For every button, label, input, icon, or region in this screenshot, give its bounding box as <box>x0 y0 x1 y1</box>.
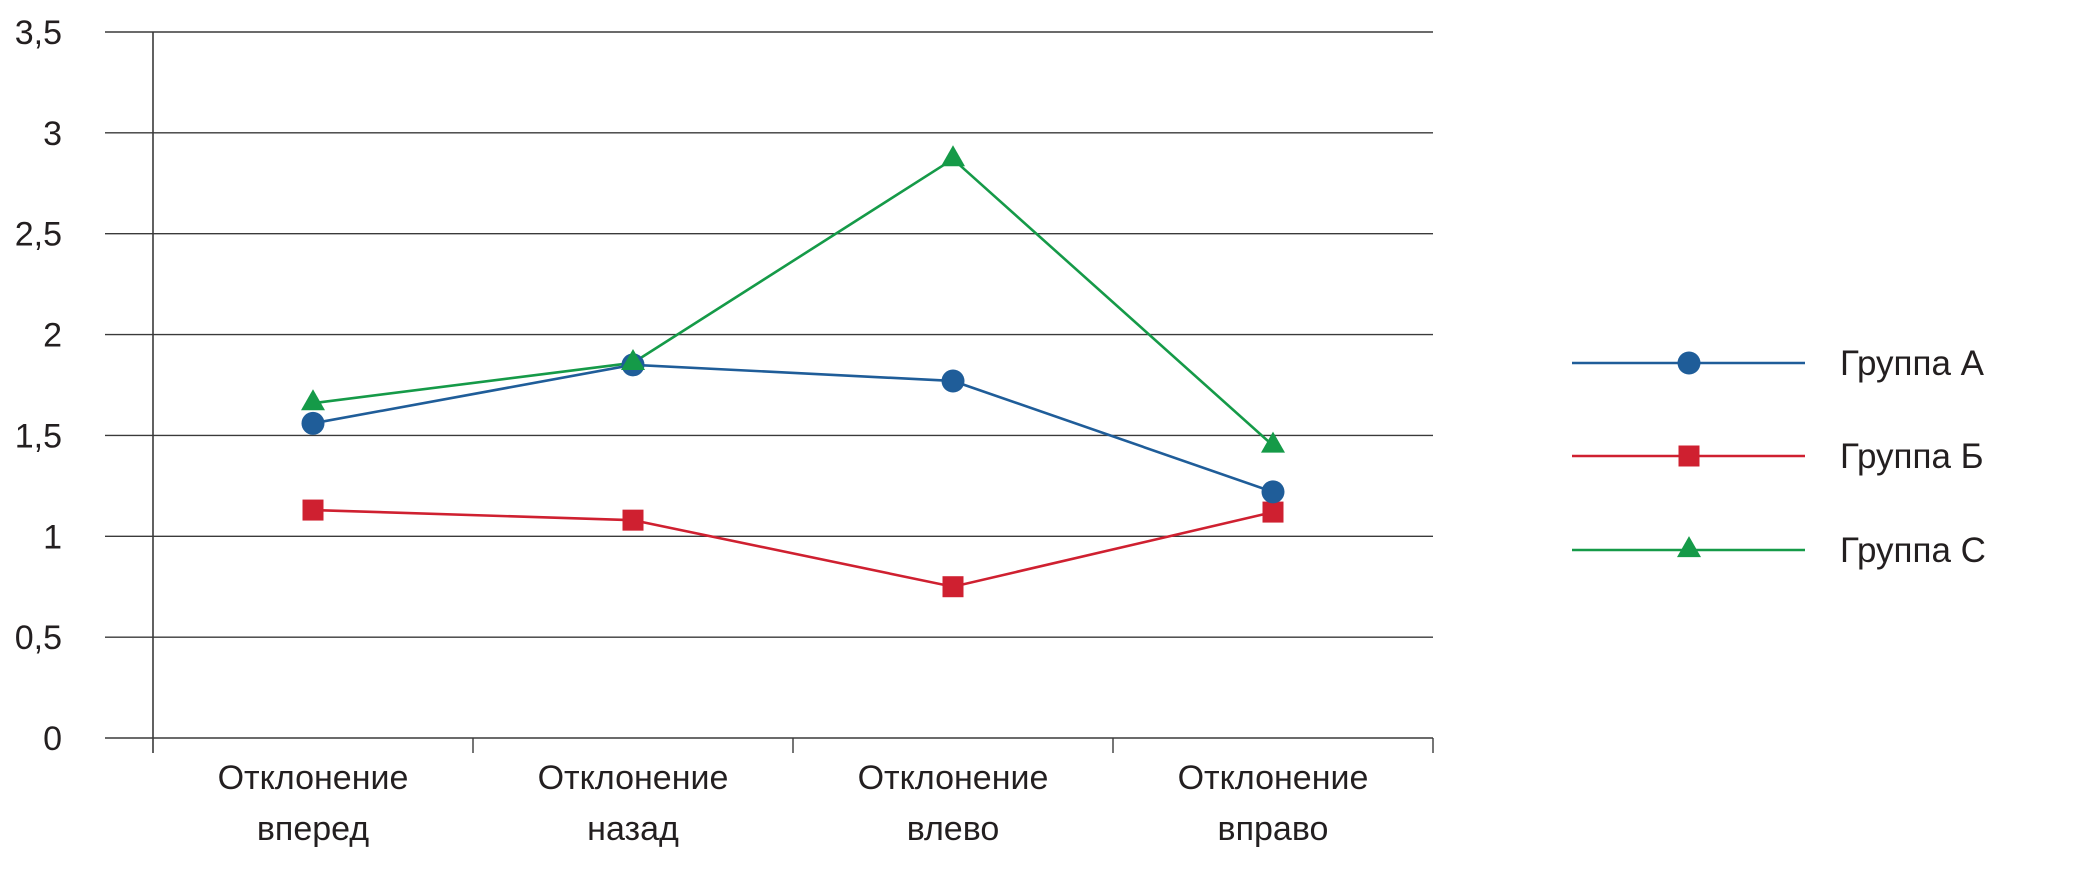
legend-label: Группа С <box>1840 531 1986 570</box>
series-lines <box>312 157 1274 589</box>
legend-label: Группа Б <box>1840 437 1984 476</box>
y-tick-label: 1 <box>43 518 62 556</box>
y-tick-label: 2 <box>43 317 62 355</box>
y-tick-label: 2,5 <box>15 216 62 254</box>
data-point-square <box>622 509 644 531</box>
x-tick-label-line: Отклонение <box>858 759 1049 797</box>
data-point-triangle <box>621 348 645 370</box>
y-tick-label: 0 <box>43 720 62 758</box>
y-tick-label: 1,5 <box>15 417 62 455</box>
data-point-triangle <box>1261 431 1285 453</box>
series-line-triangle <box>312 157 1274 447</box>
series-markers <box>301 145 1285 598</box>
x-tick-label-line: Отклонение <box>1178 759 1369 797</box>
data-point-square <box>1262 501 1284 523</box>
x-tick-label-line: вправо <box>1218 810 1329 848</box>
legend-label: Группа А <box>1840 344 1985 383</box>
y-tick-label: 3,5 <box>15 14 62 52</box>
legend-marker-triangle <box>1677 536 1701 558</box>
x-tick-label: Отклонение влево <box>858 759 1049 848</box>
gridlines <box>105 31 1433 739</box>
series-line-circle <box>312 363 1274 494</box>
x-tick-label-line: вперед <box>257 810 369 848</box>
data-point-circle <box>1261 480 1285 504</box>
y-tick-label: 3 <box>43 115 62 153</box>
data-point-triangle <box>301 389 325 411</box>
y-tick-label: 0,5 <box>15 619 62 657</box>
x-tick-label-line: влево <box>907 810 1000 848</box>
x-tick-label: Отклонение вправо <box>1178 759 1369 848</box>
data-point-circle <box>941 369 965 393</box>
legend-marker-square <box>1678 445 1700 467</box>
x-tick-label-line: Отклонение <box>218 759 409 797</box>
data-point-square <box>302 499 324 521</box>
data-point-square <box>942 576 964 598</box>
legend-marker-circle <box>1677 351 1701 375</box>
x-tick-label-line: назад <box>587 810 679 848</box>
x-tick-label-line: Отклонение <box>538 759 729 797</box>
data-point-triangle <box>941 145 965 167</box>
x-tick-label: Отклонение назад <box>538 759 729 848</box>
data-point-circle <box>301 411 325 435</box>
series-line-square <box>312 508 1274 589</box>
legend: Группа А Группа Б Группа С <box>1572 344 1986 570</box>
x-tick-label: Отклонение вперед <box>218 759 409 848</box>
